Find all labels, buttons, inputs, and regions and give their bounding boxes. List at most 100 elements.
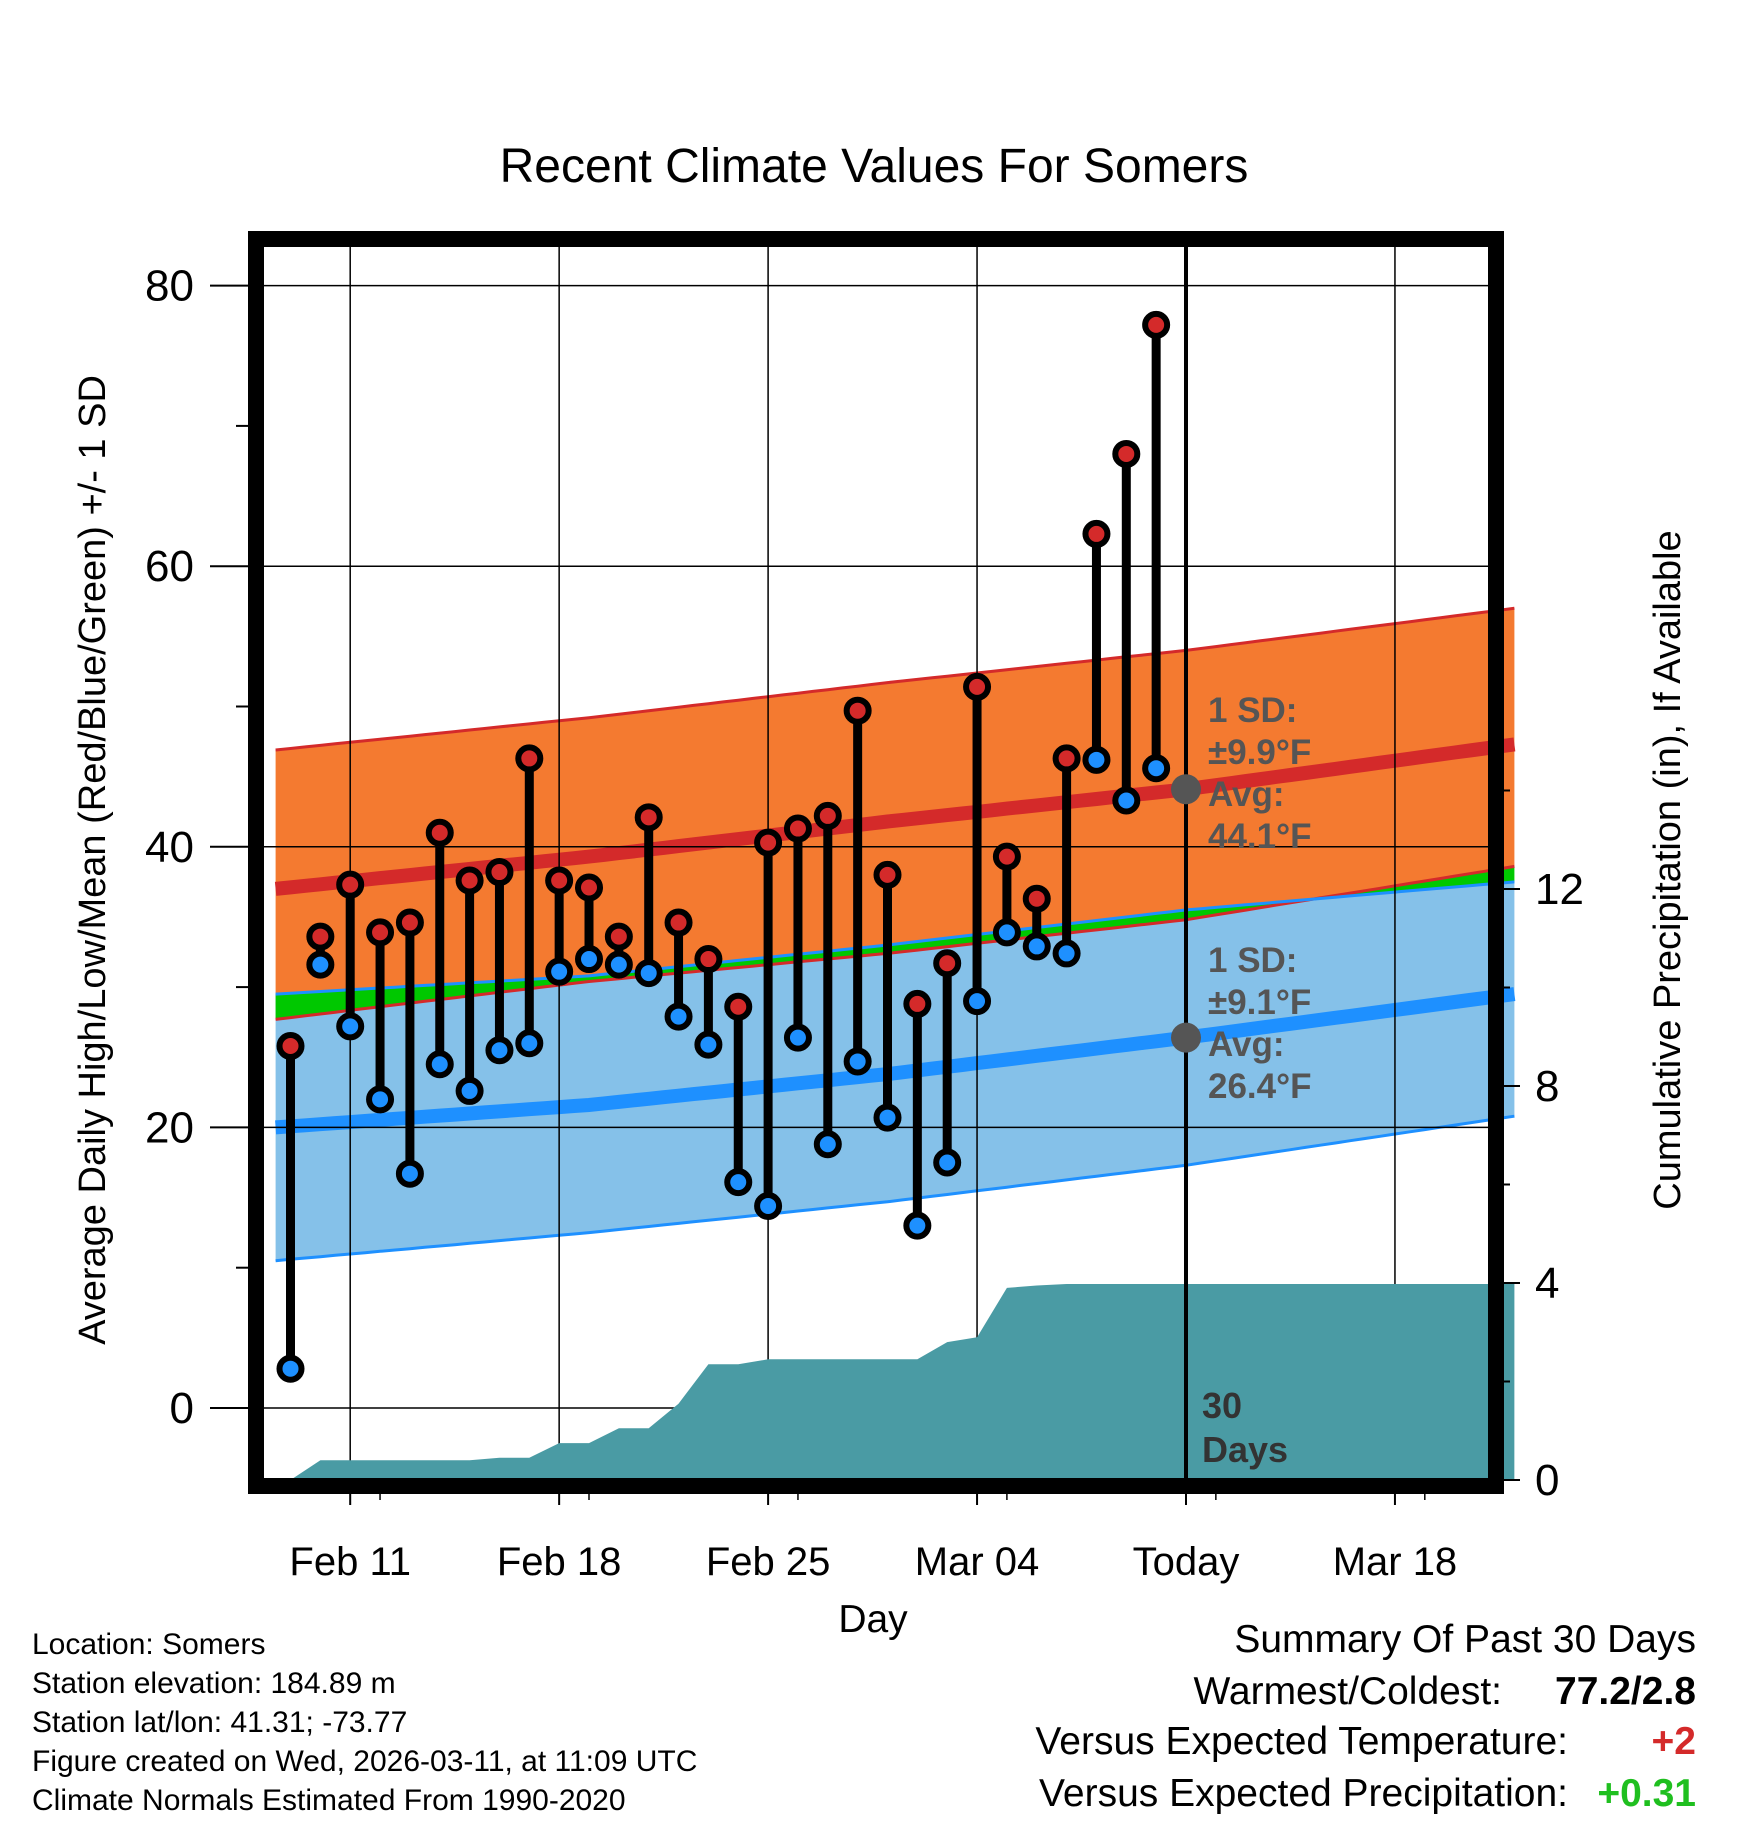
low-point-26 — [1022, 932, 1051, 961]
low-sd-lower-line — [275, 1114, 1515, 1263]
low-point-15 — [694, 1030, 723, 1059]
low-point-28 — [1082, 745, 1111, 774]
high-point-28 — [1082, 519, 1111, 548]
precip-layer — [290, 245, 1515, 1480]
high-point-18 — [783, 814, 812, 843]
low-point-29 — [1112, 786, 1141, 815]
low-point-30 — [1142, 754, 1171, 783]
low-avg-marker — [1171, 1022, 1201, 1053]
low-point-24 — [963, 987, 992, 1016]
high-sd-label: 1 SD: — [1208, 691, 1297, 730]
high-point-23 — [933, 949, 962, 978]
y-tick-label-40: 40 — [145, 823, 194, 872]
y2-tick-label-4: 4 — [1535, 1259, 1559, 1308]
y-tick-label-20: 20 — [145, 1103, 194, 1152]
summary-warmest-value: 77.2/2.8 — [1555, 1670, 1696, 1713]
high-point-19 — [813, 801, 842, 830]
high-point-25 — [992, 842, 1021, 871]
low-point-13 — [634, 959, 663, 988]
y2-tick-label-0: 0 — [1535, 1456, 1559, 1505]
low-avg-value: 26.4°F — [1208, 1067, 1312, 1106]
high-point-24 — [963, 672, 992, 701]
today-days-number: 30 — [1202, 1385, 1242, 1426]
footer-latlon: Station lat/lon: 41.31; -73.77 — [32, 1706, 408, 1739]
low-point-6 — [425, 1050, 454, 1079]
x-tick-label-feb-18: Feb 18 — [497, 1540, 622, 1584]
high-point-2 — [306, 922, 335, 951]
low-point-3 — [336, 1012, 365, 1041]
y2-tick-label-8: 8 — [1535, 1062, 1559, 1111]
high-sd-value: ±9.9°F — [1208, 733, 1311, 772]
low-point-10 — [545, 957, 574, 986]
summary-temp-value: +2 — [1651, 1720, 1696, 1763]
high-avg-value: 44.1°F — [1208, 817, 1312, 856]
high-point-17 — [754, 828, 783, 857]
summary-warmest-label: Warmest/Coldest: — [1193, 1670, 1502, 1713]
high-point-13 — [634, 803, 663, 832]
low-point-7 — [455, 1076, 484, 1105]
x-tick-label-today: Today — [1133, 1540, 1240, 1584]
high-point-16 — [724, 992, 753, 1021]
low-mean-line — [275, 987, 1516, 1135]
today-days-text: Days — [1202, 1429, 1288, 1470]
high-avg-label: Avg: — [1208, 775, 1284, 814]
y2-tick-label-12: 12 — [1535, 865, 1584, 914]
high-point-29 — [1112, 439, 1141, 468]
low-point-21 — [873, 1103, 902, 1132]
low-point-27 — [1052, 939, 1081, 968]
low-sd-upper-line — [275, 880, 1515, 996]
low-point-16 — [724, 1168, 753, 1197]
high-avg-marker — [1171, 774, 1201, 805]
high-point-20 — [843, 696, 872, 725]
high-point-7 — [455, 866, 484, 895]
high-point-15 — [694, 945, 723, 974]
low-point-18 — [783, 1023, 812, 1052]
low-point-23 — [933, 1148, 962, 1177]
high-point-5 — [395, 908, 424, 937]
high-point-27 — [1052, 744, 1081, 773]
low-point-1 — [276, 1354, 305, 1383]
daily-bars — [276, 310, 1171, 1383]
x-axis-label: Day — [838, 1598, 908, 1641]
high-point-3 — [336, 870, 365, 899]
high-mean-line — [274, 737, 1516, 896]
y-tick-label-80: 80 — [145, 262, 194, 311]
footer-elevation: Station elevation: 184.89 m — [32, 1667, 396, 1700]
x-tick-label-feb-11: Feb 11 — [289, 1540, 411, 1584]
low-point-22 — [903, 1211, 932, 1240]
low-point-25 — [992, 918, 1021, 947]
y-tick-label-60: 60 — [145, 542, 194, 591]
footer-created: Figure created on Wed, 2026-03-11, at 11… — [32, 1745, 698, 1778]
x-tick-label-mar-04: Mar 04 — [915, 1540, 1040, 1584]
high-point-6 — [425, 818, 454, 847]
low-avg-label: Avg: — [1208, 1025, 1284, 1064]
low-point-5 — [395, 1159, 424, 1188]
low-point-14 — [664, 1002, 693, 1031]
chart-title: Recent Climate Values For Somers — [500, 140, 1249, 193]
low-point-20 — [843, 1047, 872, 1076]
low-point-12 — [604, 950, 633, 979]
high-point-30 — [1142, 310, 1171, 339]
low-point-4 — [366, 1085, 395, 1114]
low-point-17 — [754, 1191, 783, 1220]
high-point-22 — [903, 989, 932, 1018]
high-point-11 — [575, 873, 603, 902]
summary-precip-value: +0.31 — [1597, 1772, 1696, 1815]
summary-temp-label: Versus Expected Temperature: — [1035, 1720, 1568, 1763]
summary-precip-label: Versus Expected Precipitation: — [1039, 1772, 1568, 1815]
high-point-14 — [664, 908, 693, 937]
x-tick-label-feb-25: Feb 25 — [706, 1540, 831, 1584]
footer-location: Location: Somers — [32, 1628, 266, 1661]
y-axis-label: Average Daily High/Low/Mean (Red/Blue/Gr… — [72, 375, 114, 1345]
plot-frame — [248, 231, 1504, 1494]
annotations — [1171, 774, 1201, 1053]
high-sd-upper-line — [275, 606, 1515, 752]
low-point-11 — [575, 945, 603, 974]
high-point-1 — [276, 1032, 305, 1061]
high-point-10 — [545, 866, 574, 895]
low-sd-label: 1 SD: — [1208, 941, 1297, 980]
high-point-21 — [873, 860, 902, 889]
precip-area — [290, 1284, 1515, 1480]
axes: 0 20 40 60 80 0 4 8 12 Feb 11 Feb 18 Feb 25 Mar 04 To… — [145, 231, 1584, 1584]
